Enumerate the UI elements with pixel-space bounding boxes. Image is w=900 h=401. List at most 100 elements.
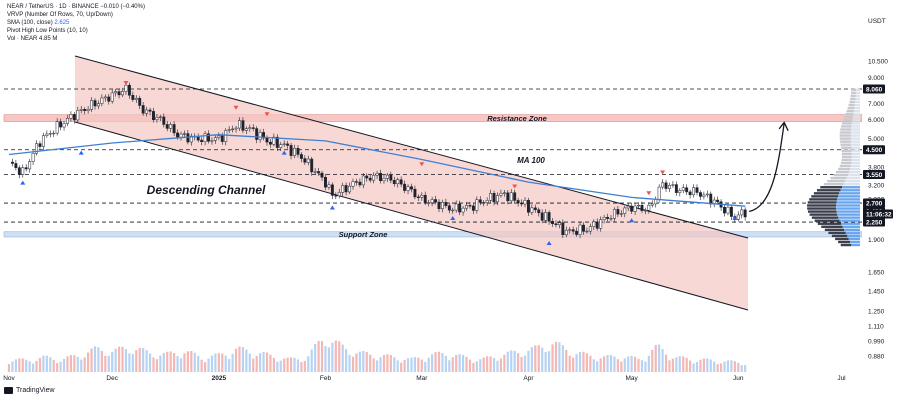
price-change: −0.010 (−0.40%) [100, 4, 145, 10]
volume-bar [217, 353, 220, 372]
candle-body [410, 186, 413, 190]
candle-body [440, 201, 444, 210]
candle-body [533, 207, 537, 210]
pivot-low-marker [629, 218, 635, 223]
candle-body [354, 181, 358, 183]
candle-body [317, 171, 321, 174]
candle-body [403, 183, 407, 191]
vrvp-bar-down [856, 88, 860, 92]
candle-body [344, 185, 348, 193]
volume-bar [699, 359, 702, 372]
candle-body [678, 190, 682, 193]
candle-body [93, 100, 97, 107]
pivot-high-marker [233, 105, 239, 110]
vrvp-bar-down [836, 210, 860, 213]
volume-bar [259, 353, 262, 372]
vrvp-bar-up [840, 243, 852, 247]
time-tick-label: Mar [416, 375, 428, 382]
volume-bar [362, 350, 365, 372]
candle-body [372, 175, 376, 181]
vrvp-bar-down [836, 201, 860, 204]
support-zone-label: Support Zone [339, 230, 388, 239]
vrvp-bar-down [836, 207, 860, 210]
candle-body [38, 143, 42, 147]
volume-bar [537, 345, 540, 372]
vrvp-bar-down [853, 110, 860, 113]
candle-body [640, 204, 644, 211]
candle-body [286, 143, 290, 146]
vrvp-bar-down [851, 158, 860, 162]
vrvp-bar-down [848, 173, 860, 177]
channel-lower-line [74, 121, 749, 311]
volume-bar [651, 349, 654, 372]
volume-bar [197, 355, 200, 372]
vrvp-bar-up [841, 149, 852, 152]
volume-bar [124, 349, 128, 372]
candle-body [365, 175, 369, 179]
volume-bar [475, 361, 478, 372]
volume-bar [737, 362, 740, 372]
vrvp-bar-down [848, 237, 860, 241]
vrvp-legend[interactable]: VRVP (Number Of Rows, 70, Up/Down) [7, 12, 113, 18]
candle-body [293, 147, 296, 156]
candle-body [695, 187, 699, 193]
volume-legend[interactable]: Vol · NEAR 4.85 M [7, 35, 57, 43]
price-tag-bg [863, 209, 893, 219]
vrvp-bar-up [816, 189, 841, 192]
volume-bar [345, 349, 348, 372]
volume-bar [486, 356, 489, 372]
volume-bar [427, 357, 430, 372]
candle-body [96, 103, 100, 107]
volume-bar [365, 352, 368, 372]
candle-body [568, 229, 572, 231]
vrvp-bar-up [851, 88, 857, 92]
candle-body [427, 202, 431, 204]
candle-body [324, 177, 327, 188]
candle-body [578, 224, 582, 235]
pivot-high-marker [419, 162, 425, 167]
volume-bar [455, 354, 458, 372]
tradingview-brand[interactable]: TradingView [4, 387, 55, 394]
arrowhead-icon [778, 121, 789, 132]
candle-body [189, 135, 193, 143]
volume-bar [62, 358, 66, 372]
pivot-legend[interactable]: Pivot High Low Points (10, 10) [7, 28, 88, 34]
volume-bar [396, 360, 399, 372]
volume-bar [424, 361, 427, 372]
candle-body [526, 200, 530, 213]
candle-body [358, 181, 362, 186]
volume-bar [606, 355, 609, 372]
candle-body [41, 135, 45, 147]
candle-body [681, 187, 685, 191]
vrvp-bar-up [807, 207, 837, 210]
time-tick-label: Feb [320, 375, 332, 382]
candle-body [416, 196, 420, 198]
candle-body [351, 181, 355, 187]
vrvp-bar-down [839, 219, 860, 222]
vrvp-bar-down [845, 179, 860, 183]
candle-body [244, 128, 248, 131]
volume-bar [489, 356, 492, 372]
vrvp-bar-up [848, 103, 855, 107]
vrvp-bar-up [811, 216, 839, 219]
volume-bar [262, 351, 265, 372]
volume-bar [393, 357, 396, 372]
candle-body [24, 167, 28, 170]
candle-body [375, 172, 379, 176]
vrvp-bar-up [830, 176, 847, 180]
volume-bar [520, 356, 523, 372]
price-tick-label: 3.800 [868, 165, 885, 172]
volume-bar [148, 353, 152, 372]
candle-body [702, 194, 706, 197]
vrvp-bar-up [839, 131, 851, 134]
candle-body [258, 132, 262, 140]
volume-bar [241, 346, 245, 372]
volume-bar [616, 359, 619, 372]
sma-legend[interactable]: SMA (100, close) 2.625 [7, 19, 69, 27]
volume-bar [155, 359, 159, 372]
volume-bar [534, 345, 537, 372]
pivot-high-marker [646, 191, 652, 196]
volume-bar [152, 357, 155, 372]
price-tick-label: 0.990 [868, 338, 885, 345]
